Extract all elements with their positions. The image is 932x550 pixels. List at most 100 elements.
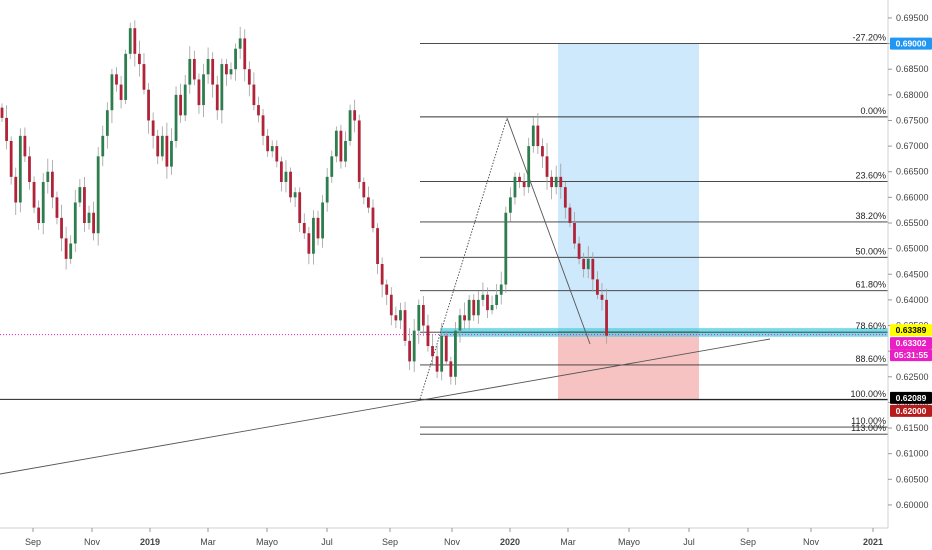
candle-body: [316, 217, 320, 239]
candle-body: [431, 346, 434, 357]
candle-body: [23, 135, 27, 157]
y-tick-label: 0.69500: [896, 13, 929, 23]
y-tick-label: 0.65000: [896, 244, 929, 254]
candle-body: [188, 58, 192, 85]
candle-body: [541, 146, 544, 157]
x-tick-label: Jul: [321, 537, 333, 547]
candle-body: [573, 222, 576, 244]
candle-body: [586, 258, 590, 270]
x-tick-label: Sep: [25, 537, 41, 547]
x-tick-label: Sep: [740, 537, 756, 547]
price-tag-bg: [890, 37, 932, 50]
fib-level-label: 88.60%: [855, 354, 886, 364]
candle-body: [490, 305, 494, 311]
y-tick-label: 0.67500: [896, 115, 929, 125]
candle-body: [151, 120, 155, 136]
candle-body: [357, 120, 361, 182]
candle-body: [279, 161, 283, 182]
candle-body: [463, 315, 466, 321]
x-tick-label: Jul: [683, 537, 695, 547]
candle-body: [302, 222, 306, 234]
candle-body: [9, 140, 13, 177]
long-trendline: [0, 338, 771, 475]
price-tag-label: 0.69000: [896, 39, 927, 49]
candle-body: [92, 212, 95, 234]
y-tick-label: 0.66000: [896, 192, 929, 202]
candle-body: [206, 58, 210, 75]
candle-body: [334, 130, 338, 157]
candle-body: [596, 279, 599, 295]
y-tick-label: 0.64000: [896, 295, 929, 305]
candle-body: [385, 284, 389, 295]
candle-body: [362, 181, 366, 198]
candle-body: [73, 202, 77, 244]
candle-body: [486, 294, 489, 311]
candle-body: [605, 299, 608, 336]
candle-body: [147, 89, 150, 121]
candle-body: [325, 176, 329, 203]
candle-body: [55, 197, 59, 218]
price-tag-bg: [890, 391, 932, 404]
candle-body: [156, 135, 160, 157]
y-tick-label: 0.60000: [896, 500, 929, 510]
candle-body: [275, 146, 279, 162]
candle-body: [28, 156, 31, 182]
candle-body: [545, 156, 549, 177]
candle-body: [46, 171, 50, 182]
candle-body: [64, 238, 68, 259]
candle-body: [312, 217, 315, 254]
candle-body: [60, 217, 63, 239]
x-tick-label: Nov: [803, 537, 820, 547]
candle-body: [531, 125, 535, 147]
candle-body: [225, 64, 228, 75]
candle-body: [563, 187, 567, 208]
candle-body: [119, 84, 123, 100]
candle-body: [472, 299, 476, 316]
fib-level-label: 100.00%: [850, 389, 886, 399]
candle-body: [179, 94, 183, 116]
target-zone: [558, 43, 699, 332]
candle-body: [458, 315, 462, 331]
candle-body: [376, 228, 379, 264]
fib-level-label: 113.00%: [851, 423, 886, 433]
long-position-tool[interactable]: [558, 43, 699, 400]
candle-body: [124, 53, 128, 100]
fib-anchor-dotted: [419, 117, 508, 400]
candle-body: [389, 294, 393, 316]
candle-body: [513, 176, 517, 198]
y-tick-label: 0.68500: [896, 64, 929, 74]
candle-body: [321, 202, 324, 239]
y-tick-label: 0.62500: [896, 372, 929, 382]
candle-body: [87, 212, 91, 223]
candle-body: [5, 117, 8, 141]
time-axis[interactable]: Sep Nov 2019 Mar Mayo Jul Sep Nov 2020 Mar Mayo Jul…: [0, 527, 888, 547]
candle-body: [32, 181, 36, 208]
x-tick-label: Mar: [560, 537, 576, 547]
y-tick-label: 0.64500: [896, 269, 929, 279]
price-tag-label: 05:31:55: [894, 350, 928, 360]
candle-body: [353, 110, 357, 121]
candle-body: [577, 243, 581, 259]
price-tag-label: 0.62089: [896, 393, 927, 403]
y-tick-label: 0.61500: [896, 423, 929, 433]
price-tag-label: 0.63302: [896, 338, 927, 348]
candle-body: [160, 135, 164, 157]
candle-body: [211, 58, 215, 85]
candle-body: [582, 258, 586, 270]
price-tag-bg: [890, 349, 932, 362]
x-tick-label: Mayo: [618, 537, 640, 547]
candle-body: [105, 110, 109, 136]
candle-body: [504, 212, 508, 285]
trendlines[interactable]: [0, 117, 771, 475]
candle-body: [257, 105, 260, 116]
candle-body: [170, 140, 173, 167]
candle-body: [417, 305, 421, 331]
candle-body: [554, 176, 558, 188]
candle-body: [165, 135, 169, 167]
candle-body: [559, 176, 563, 188]
fibonacci-retracement[interactable]: [0, 43, 888, 435]
candle-body: [307, 233, 311, 254]
candle-body: [591, 258, 595, 280]
candle-body: [261, 115, 265, 136]
